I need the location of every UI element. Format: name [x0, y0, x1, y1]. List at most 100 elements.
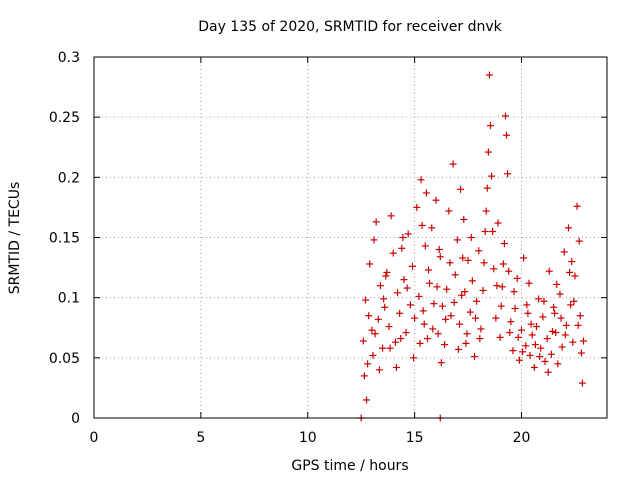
data-point [428, 224, 436, 232]
data-point [423, 335, 431, 343]
data-point [396, 309, 404, 317]
data-point [552, 329, 560, 337]
data-point [374, 315, 382, 323]
x-axis-ticks: 0 5 10 15 20 [90, 57, 531, 446]
data-point [565, 224, 573, 232]
data-point [438, 302, 446, 310]
data-point [416, 339, 424, 347]
data-point [456, 320, 464, 328]
data-point [363, 396, 371, 404]
data-point [499, 260, 507, 268]
data-point [545, 267, 553, 275]
data-point [383, 268, 391, 276]
data-point [519, 348, 527, 356]
data-point [574, 321, 582, 329]
data-point [550, 303, 558, 311]
data-point [434, 330, 442, 338]
data-point [430, 300, 438, 308]
data-point [480, 259, 488, 267]
data-point [576, 312, 584, 320]
data-point [372, 218, 380, 226]
data-point [506, 329, 514, 337]
data-point [454, 345, 462, 353]
data-point [421, 242, 429, 250]
data-point [425, 266, 433, 274]
data-point [504, 170, 512, 178]
data-point [535, 295, 543, 303]
data-point [400, 276, 408, 284]
data-point [472, 314, 480, 322]
x-tick-label: 20 [513, 430, 531, 446]
data-point [514, 333, 522, 341]
data-point [450, 298, 458, 306]
data-point [449, 160, 457, 168]
data-point [417, 176, 425, 184]
data-point [557, 314, 565, 322]
data-point [496, 333, 504, 341]
data-point [415, 292, 423, 300]
data-point [447, 312, 455, 320]
data-point [503, 131, 511, 139]
data-point [524, 309, 532, 317]
y-tick-label: 0.05 [49, 351, 80, 367]
data-point [432, 196, 440, 204]
data-point [479, 286, 487, 294]
data-point [562, 321, 570, 329]
data-point [505, 267, 513, 275]
data-point [451, 271, 459, 279]
data-point [376, 282, 384, 290]
data-point [426, 279, 434, 287]
data-point [411, 314, 419, 322]
data-point [380, 295, 388, 303]
data-point [500, 240, 508, 248]
data-point [368, 326, 376, 334]
data-point [497, 302, 505, 310]
data-point [477, 325, 485, 333]
data-point [360, 372, 368, 380]
data-point [528, 331, 536, 339]
data-point [402, 329, 410, 337]
data-point [453, 236, 461, 244]
y-axis-label: SRMTID / TECUs [7, 182, 23, 295]
data-point [445, 207, 453, 215]
data-point [492, 314, 500, 322]
data-point [551, 309, 559, 317]
data-point [408, 262, 416, 270]
data-point [442, 315, 450, 323]
data-point [482, 207, 490, 215]
data-point [433, 283, 441, 291]
data-point [397, 335, 405, 343]
data-point [522, 342, 530, 350]
data-point [410, 354, 418, 362]
data-point [490, 265, 498, 273]
data-point [515, 356, 523, 364]
data-point [518, 326, 525, 334]
data-point [404, 230, 412, 238]
data-point [464, 256, 472, 264]
data-point [379, 344, 387, 352]
data-point [366, 260, 374, 268]
data-point [539, 313, 547, 321]
data-point [361, 296, 369, 304]
data-point [394, 289, 402, 297]
y-tick-label: 0.1 [58, 291, 80, 307]
data-point [493, 282, 501, 290]
data-point [556, 290, 564, 298]
data-point [436, 253, 444, 261]
data-point [569, 338, 577, 346]
data-point [511, 304, 519, 312]
data-point [577, 349, 585, 357]
data-point [483, 184, 491, 192]
data-point [531, 341, 539, 349]
data-point [484, 148, 492, 156]
data-point [579, 337, 587, 345]
data-point [429, 325, 437, 333]
data-point [458, 291, 466, 299]
data-point [553, 280, 561, 288]
data-point [369, 351, 377, 359]
data-point [485, 71, 493, 79]
data-point [573, 202, 581, 210]
data-point [420, 320, 428, 328]
data-point [413, 203, 421, 211]
data-point [468, 277, 476, 285]
